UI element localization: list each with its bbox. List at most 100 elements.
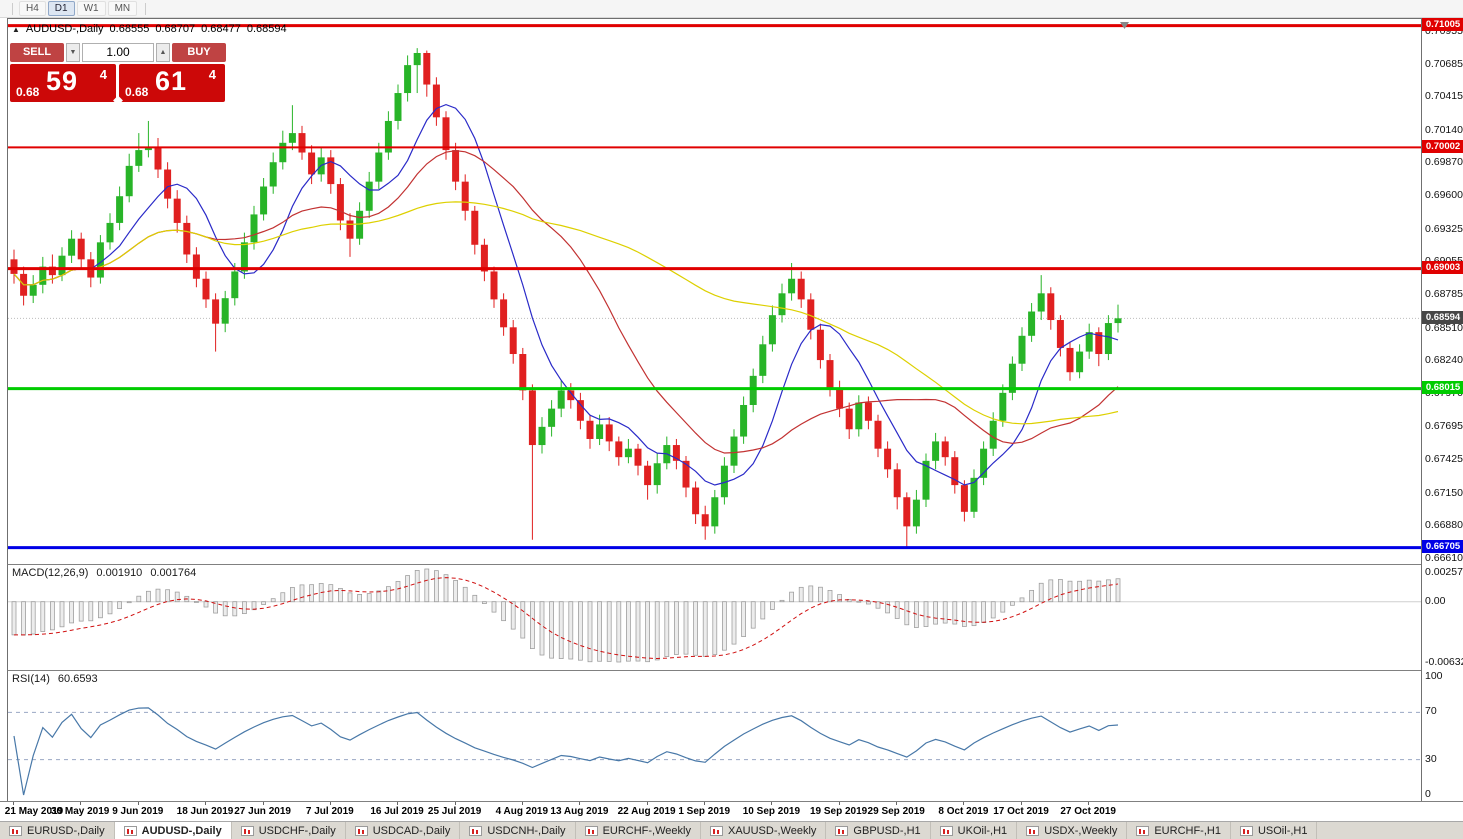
- candle-body: [192, 254, 200, 279]
- tab-eurchf-weekly[interactable]: EURCHF-,Weekly: [576, 822, 701, 839]
- tab-eurusd-daily[interactable]: EURUSD-,Daily: [0, 822, 115, 839]
- candle-body: [452, 150, 460, 182]
- macd-indicator-pane[interactable]: [7, 564, 1422, 670]
- macd-histogram-bar: [750, 601, 756, 629]
- macd-value-signal: 0.001764: [150, 567, 197, 579]
- date-tick: [262, 802, 264, 805]
- chart-icon: [240, 825, 254, 836]
- buy-price-big-digits: 61: [155, 66, 188, 96]
- tab-usdcad-daily[interactable]: USDCAD-,Daily: [346, 822, 461, 839]
- tab-gbpusd-h1[interactable]: GBPUSD-,H1: [826, 822, 931, 839]
- price-axis-tick: 0.70415: [1425, 90, 1463, 103]
- macd-histogram-bar: [386, 586, 391, 603]
- candle-body: [356, 210, 364, 239]
- sell-price-button[interactable]: 0.68 59 4: [10, 64, 116, 102]
- rsi-indicator-pane[interactable]: [7, 670, 1422, 801]
- buy-button[interactable]: BUY: [172, 43, 226, 62]
- macd-histogram-bar: [434, 570, 439, 603]
- buy-price-button[interactable]: 0.68 61 4: [119, 64, 225, 102]
- macd-histogram-bar: [539, 601, 545, 656]
- price-axis-tick: 0.69325: [1425, 222, 1463, 235]
- level-price-badge: 0.70002: [1422, 139, 1463, 153]
- date-tick: [80, 802, 82, 805]
- candle-body: [432, 84, 440, 118]
- tab-ukoil-h1[interactable]: UKOil-,H1: [931, 822, 1018, 839]
- macd-histogram-bar: [136, 595, 142, 603]
- candle-body: [250, 214, 258, 243]
- timeframe-button-w1[interactable]: W1: [76, 1, 106, 16]
- candle-body: [682, 460, 690, 488]
- macd-histogram-bar: [88, 601, 94, 622]
- candle-body: [1018, 335, 1026, 364]
- date-label: 22 Aug 2019: [617, 806, 676, 817]
- macd-histogram-bar: [904, 601, 910, 626]
- tab-usdchf-daily[interactable]: USDCHF-,Daily: [232, 822, 346, 839]
- timeframe-button-h4[interactable]: H4: [19, 1, 46, 16]
- tab-xauusd-weekly[interactable]: XAUUSD-,Weekly: [701, 822, 827, 839]
- tab-label: UKOil-,H1: [957, 824, 1008, 837]
- tab-eurchf-h1[interactable]: EURCHF-,H1: [1127, 822, 1231, 839]
- candle-body: [519, 354, 527, 391]
- candle-body: [932, 441, 940, 461]
- macd-histogram-bar: [299, 584, 305, 603]
- date-tick: [137, 802, 139, 805]
- tab-audusd-daily[interactable]: AUDUSD-,Daily: [114, 822, 232, 839]
- timeframe-button-mn[interactable]: MN: [107, 1, 138, 16]
- candle-body: [1066, 347, 1074, 373]
- candle-body: [1008, 363, 1016, 393]
- date-label: 30 May 2019: [50, 806, 110, 817]
- candle-body: [528, 390, 536, 446]
- tab-label: USDCAD-,Daily: [372, 824, 451, 837]
- macd-histogram-bar: [270, 598, 276, 603]
- macd-histogram-bar: [203, 601, 209, 608]
- macd-histogram-bar: [530, 601, 535, 649]
- candle-body: [692, 487, 700, 515]
- chart-shift-marker-icon[interactable]: [1120, 22, 1129, 29]
- timeframe-button-d1[interactable]: D1: [47, 1, 75, 16]
- price-axis-tick: 0.66880: [1425, 519, 1463, 532]
- price-axis-tick: 0.68240: [1425, 354, 1463, 367]
- date-tick: [896, 802, 898, 805]
- date-label: 21 May 2019: [4, 806, 64, 817]
- chart-icon: [1026, 825, 1040, 836]
- date-label: 1 Sep 2019: [678, 806, 731, 817]
- date-tick: [771, 802, 773, 805]
- chart-icon: [1239, 825, 1253, 836]
- candle-body: [1076, 351, 1084, 373]
- ohlc-open: 0.68555: [109, 23, 150, 35]
- volume-increase-button[interactable]: ▲: [156, 43, 170, 62]
- volume-decrease-button[interactable]: ▼: [66, 43, 80, 62]
- tab-label: AUDUSD-,Daily: [141, 824, 222, 837]
- macd-histogram-bar: [770, 601, 775, 610]
- macd-histogram-bar: [232, 601, 238, 617]
- candle-body: [394, 93, 402, 121]
- macd-histogram-bar: [117, 601, 122, 610]
- macd-histogram-bar: [1067, 580, 1073, 603]
- volume-input[interactable]: 1.00: [82, 43, 154, 62]
- sell-price-pipette: 4: [99, 67, 107, 82]
- candle-body: [797, 278, 805, 300]
- candle-body: [557, 390, 565, 409]
- price-axis[interactable]: 0.709550.706850.704150.701400.698700.696…: [1421, 18, 1463, 801]
- macd-histogram-bar: [510, 601, 516, 630]
- macd-histogram-bar: [837, 594, 842, 603]
- macd-histogram-bar: [693, 601, 698, 656]
- tab-label: XAUUSD-,Weekly: [727, 824, 817, 837]
- macd-histogram-bar: [338, 588, 343, 603]
- macd-histogram-bar: [501, 601, 506, 622]
- candle-body: [596, 424, 604, 439]
- date-tick: [397, 802, 398, 805]
- tab-usoil-h1[interactable]: USOil-,H1: [1231, 822, 1318, 839]
- tab-usdx-weekly[interactable]: USDX-,Weekly: [1017, 822, 1128, 839]
- macd-histogram-bar: [146, 590, 151, 603]
- candle-body: [980, 448, 988, 478]
- price-chart-pane[interactable]: [7, 18, 1422, 564]
- date-label: 18 Jun 2019: [176, 806, 234, 817]
- candle-body: [922, 460, 930, 500]
- date-tick: [205, 802, 206, 805]
- tab-usdcnh-daily[interactable]: USDCNH-,Daily: [460, 822, 576, 839]
- candle-body: [941, 441, 949, 458]
- sell-price-prefix: 0.68: [16, 85, 40, 99]
- date-axis[interactable]: 21 May 2019 30 May 2019 9 Jun 2019 18 Jun 2…: [0, 801, 1463, 822]
- sell-button[interactable]: SELL: [10, 43, 64, 62]
